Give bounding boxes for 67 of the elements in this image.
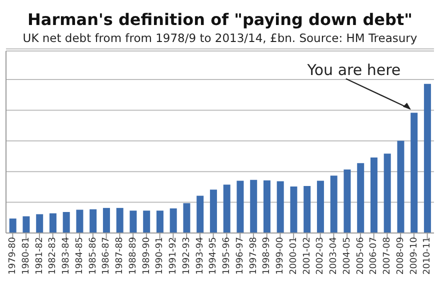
bar [304,186,311,233]
bar [330,176,338,233]
bar [223,184,230,233]
bar [62,212,70,233]
bar [397,140,404,233]
bar [424,84,431,233]
x-tick-label: 1981-82 [34,237,45,275]
bar [196,196,204,233]
x-tick-label: 1979-80 [8,236,18,275]
chart-title: Harman's definition of "paying down debt" [26,9,414,29]
x-tick-label: 2006-07 [369,237,380,275]
x-tick-label: 2008-09 [396,236,406,275]
bar [90,209,97,233]
bar [370,158,378,233]
x-tick-label: 1983-84 [62,236,72,275]
x-tick-label: 1992-93 [182,237,192,275]
bar [76,210,84,233]
bar [276,181,284,233]
bar [22,216,30,233]
x-tick-label: 1982-83 [48,237,58,275]
bar [49,213,56,233]
x-tick-label: 1988-89 [128,236,138,275]
bar [156,210,164,233]
x-tick-label: 1984-85 [74,237,85,275]
bar [357,163,364,233]
x-tick-label: 1994-95 [208,237,219,275]
x-tick-label: 1980-81 [21,237,32,275]
bar [130,210,137,233]
bar [344,169,351,233]
bar [143,210,150,233]
x-tick-label: 1995-96 [222,236,232,275]
bar [263,180,270,233]
x-tick-label: 2000-01 [288,237,299,275]
chart-subtitle: UK net debt from from 1978/9 to 2013/14, £bn. Source: HM Treasury [22,31,418,45]
x-tick-label: 1987-88 [115,236,126,275]
x-tick-label: 1989-90 [142,236,152,275]
x-tick-label: 1999-00 [276,236,286,275]
bar [410,112,418,233]
x-tick-label: 1993-94 [195,236,206,275]
x-tick-label: 1998-99 [262,236,272,275]
x-tick-label: 2004-05 [342,237,352,275]
x-tick-label: 1991-92 [168,237,179,275]
x-tick-label: 2007-08 [382,236,393,275]
bar [316,180,324,233]
x-tick-label: 2005-06 [356,236,366,275]
x-tick-label: 1990-91 [155,237,166,275]
bar [9,218,16,233]
x-tick-label: 1986-87 [102,237,112,275]
x-tick-label: 2003-04 [329,236,340,275]
x-tick-label: 2001-02 [302,237,312,275]
bar [384,154,391,233]
x-tick-label: 2009-10 [409,236,420,275]
bar [183,203,190,233]
x-tick-label: 1985-86 [88,236,98,275]
annotation: You are here [306,60,401,79]
bar [236,180,244,233]
bar [36,214,44,233]
bar [250,180,258,233]
bar [290,186,298,233]
bar [210,190,217,233]
bar [116,208,124,233]
x-tick-label: 2010-11 [422,237,433,275]
x-tick-label: 1997-98 [248,236,259,275]
x-tick-label: 2002-03 [316,237,326,275]
x-tick-label: 1996-97 [235,237,246,275]
bar [170,208,177,233]
bar [102,208,110,233]
